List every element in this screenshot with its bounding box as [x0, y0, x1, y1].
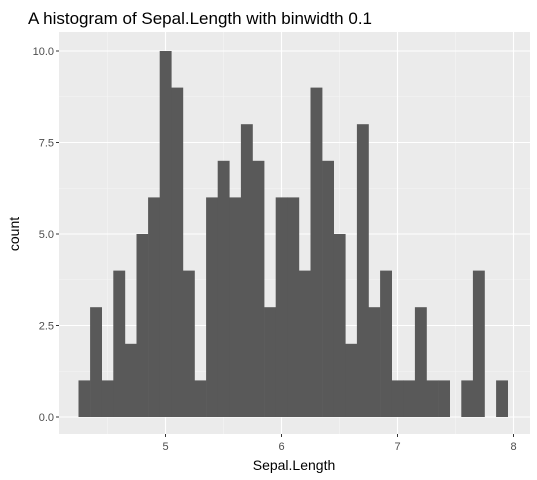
histogram-bar — [194, 380, 207, 417]
histogram-bar — [298, 270, 311, 417]
histogram-bar — [310, 87, 323, 417]
x-tick-label: 7 — [394, 441, 400, 453]
y-tick-label: 10.0 — [33, 46, 54, 58]
x-tick-label: 6 — [278, 441, 284, 453]
histogram-bar — [322, 160, 334, 418]
histogram-bar — [229, 197, 242, 417]
histogram-bar — [438, 380, 450, 417]
y-tick-label: 2.5 — [39, 321, 54, 333]
histogram-bar — [414, 307, 427, 417]
histogram-bar — [206, 197, 218, 417]
y-tick-label: 5.0 — [39, 229, 54, 241]
y-axis: 0.0 2.5 5.0 7.5 10.0 — [33, 46, 59, 424]
histogram-bar — [240, 124, 253, 417]
histogram-bar — [391, 380, 404, 417]
histogram-bar — [345, 343, 358, 417]
x-tick-label: 8 — [510, 441, 516, 453]
x-axis: 5 6 7 8 — [162, 434, 517, 453]
histogram-bar — [124, 343, 137, 417]
histogram-bar — [380, 270, 392, 417]
histogram-bar — [148, 197, 160, 417]
histogram-bars — [78, 51, 508, 418]
histogram-bar — [252, 160, 265, 418]
histogram-bar — [472, 270, 485, 417]
histogram-bar — [496, 380, 508, 417]
histogram-bar — [356, 124, 369, 417]
histogram-bar — [368, 307, 381, 417]
y-axis-title: count — [6, 217, 22, 251]
chart-title: A histogram of Sepal.Length with binwidt… — [28, 9, 372, 28]
histogram-bar — [136, 234, 149, 417]
histogram-bar — [171, 87, 184, 417]
x-tick-label: 5 — [162, 441, 168, 453]
histogram-bar — [287, 197, 300, 417]
y-tick-label: 0.0 — [39, 412, 54, 424]
histogram-bar — [461, 380, 474, 417]
histogram-bar — [275, 197, 288, 417]
histogram-bar — [264, 307, 276, 417]
histogram-bar — [217, 160, 230, 418]
histogram-bar — [113, 270, 126, 417]
histogram-bar — [333, 234, 346, 417]
histogram-bar — [90, 307, 102, 417]
histogram-bar — [403, 380, 416, 417]
y-tick-label: 7.5 — [39, 138, 54, 150]
x-axis-title: Sepal.Length — [253, 457, 336, 473]
histogram-bar — [78, 380, 91, 417]
histogram-bar — [159, 51, 172, 417]
histogram-bar — [182, 270, 195, 417]
histogram-bar — [426, 380, 439, 417]
histogram-bar — [101, 380, 114, 417]
